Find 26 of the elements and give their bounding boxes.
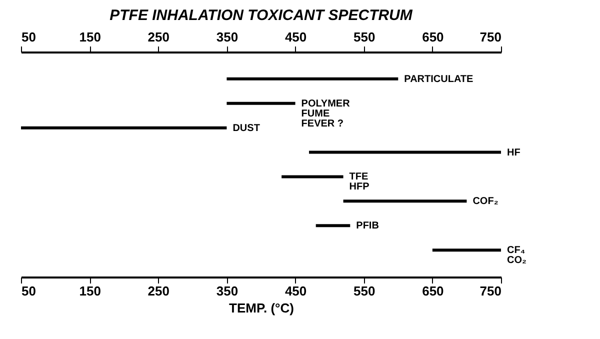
x2-tick-label: 550: [354, 30, 376, 44]
x2-tick-label: 750: [480, 30, 502, 44]
x-tick-label: 350: [216, 284, 238, 298]
x-tick-label: 250: [148, 284, 170, 298]
x2-tick-label: 350: [216, 30, 238, 44]
x-tick-label: 450: [284, 284, 307, 298]
y-tick-label: HF: [507, 147, 520, 158]
x-tick-label: 150: [79, 284, 101, 298]
x2-tick-label: 650: [422, 30, 444, 44]
x2-tick-label: 50: [22, 30, 36, 44]
x-axis-title: TEMP. (°C): [229, 300, 294, 316]
y-tick-label: PARTICULATE: [404, 74, 474, 85]
y-tick-label: CF₄ CO₂: [507, 245, 526, 266]
y-tick-label: POLYMER FUME FEVER ?: [301, 98, 351, 130]
x2-tick-label: 150: [79, 30, 101, 44]
x-tick-label: 650: [422, 284, 444, 298]
chart-title: PTFE INHALATION TOXICANT SPECTRUM: [110, 7, 413, 24]
y-tick-label: PFIB: [356, 220, 379, 232]
y-tick-label: TFE HFP: [349, 172, 370, 193]
x-tick-label: 550: [354, 284, 376, 298]
x2-tick-label: 450: [284, 30, 307, 44]
x-tick-label: 50: [22, 284, 36, 298]
y-tick-label: COF₂: [472, 196, 498, 208]
x-tick-label: 750: [480, 284, 502, 298]
x2-tick-label: 250: [148, 30, 170, 44]
y-tick-label: DUST: [232, 122, 260, 134]
